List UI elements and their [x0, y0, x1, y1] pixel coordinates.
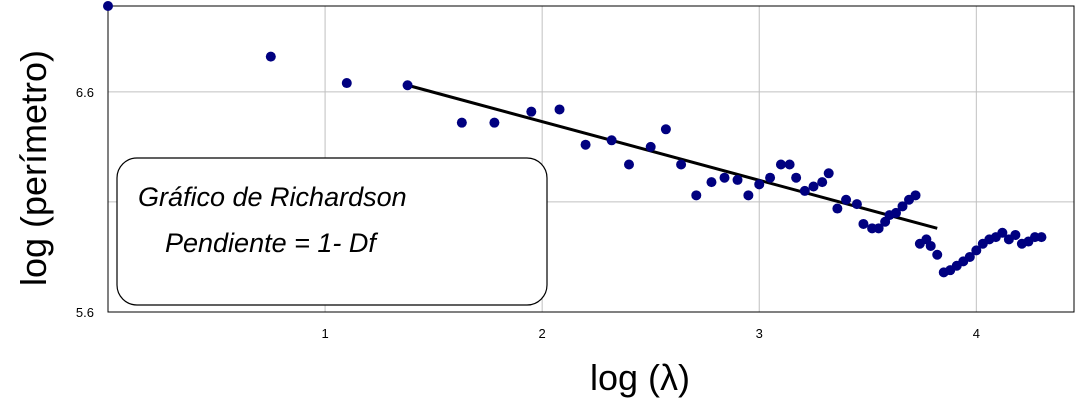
x-tick-label: 3: [756, 326, 763, 341]
y-axis-title: log (perímetro): [13, 50, 54, 286]
data-point: [691, 190, 702, 201]
data-point: [402, 80, 413, 91]
data-point: [719, 172, 730, 183]
data-point: [823, 168, 834, 179]
x-tick-label: 2: [539, 326, 546, 341]
data-point: [341, 78, 352, 89]
data-point: [910, 190, 921, 201]
data-point: [676, 159, 687, 170]
annotation-box-frame: [116, 157, 548, 306]
y-axis-ticks: 5.6 6.6: [76, 85, 94, 320]
data-point: [873, 223, 884, 234]
data-point: [1010, 229, 1021, 240]
data-point: [526, 106, 537, 117]
annotation-box: Gráfico de Richardson Pendiente = 1- Df: [116, 157, 548, 306]
data-point: [890, 207, 901, 218]
x-tick-label: 1: [321, 326, 328, 341]
data-point: [623, 159, 634, 170]
data-point: [932, 249, 943, 260]
data-point: [1036, 232, 1047, 243]
data-point: [775, 159, 786, 170]
x-tick-label: 4: [973, 326, 980, 341]
data-point: [964, 251, 975, 262]
data-point: [841, 194, 852, 205]
x-axis-title: log (λ): [590, 357, 690, 398]
data-point: [265, 51, 276, 62]
data-point: [799, 185, 810, 196]
data-point: [971, 245, 982, 256]
data-point: [754, 179, 765, 190]
data-point: [660, 124, 671, 135]
data-point: [858, 218, 869, 229]
annotation-line-1: Gráfico de Richardson: [138, 182, 407, 212]
data-point: [832, 203, 843, 214]
annotation-line-2: Pendiente = 1- Df: [165, 228, 378, 258]
data-point: [851, 199, 862, 210]
data-point: [732, 174, 743, 185]
data-point: [645, 141, 656, 152]
data-point: [456, 117, 467, 128]
data-point: [784, 159, 795, 170]
data-point: [997, 227, 1008, 238]
data-point: [817, 177, 828, 188]
data-point: [580, 139, 591, 150]
data-point: [606, 135, 617, 146]
data-point: [103, 1, 113, 11]
data-point: [897, 201, 908, 212]
y-tick-label: 5.6: [76, 305, 94, 320]
trendline: [407, 83, 938, 230]
data-point: [743, 190, 754, 201]
data-point: [791, 172, 802, 183]
data-point: [554, 104, 565, 115]
plot-area-frame: [107, 5, 1075, 313]
data-point: [489, 117, 500, 128]
data-point: [925, 240, 936, 251]
data-point: [808, 181, 819, 192]
data-point: [706, 177, 717, 188]
data-points: [103, 1, 1047, 278]
data-point: [765, 172, 776, 183]
x-axis-ticks: 1 2 3 4: [321, 326, 979, 341]
y-tick-label: 6.6: [76, 85, 94, 100]
